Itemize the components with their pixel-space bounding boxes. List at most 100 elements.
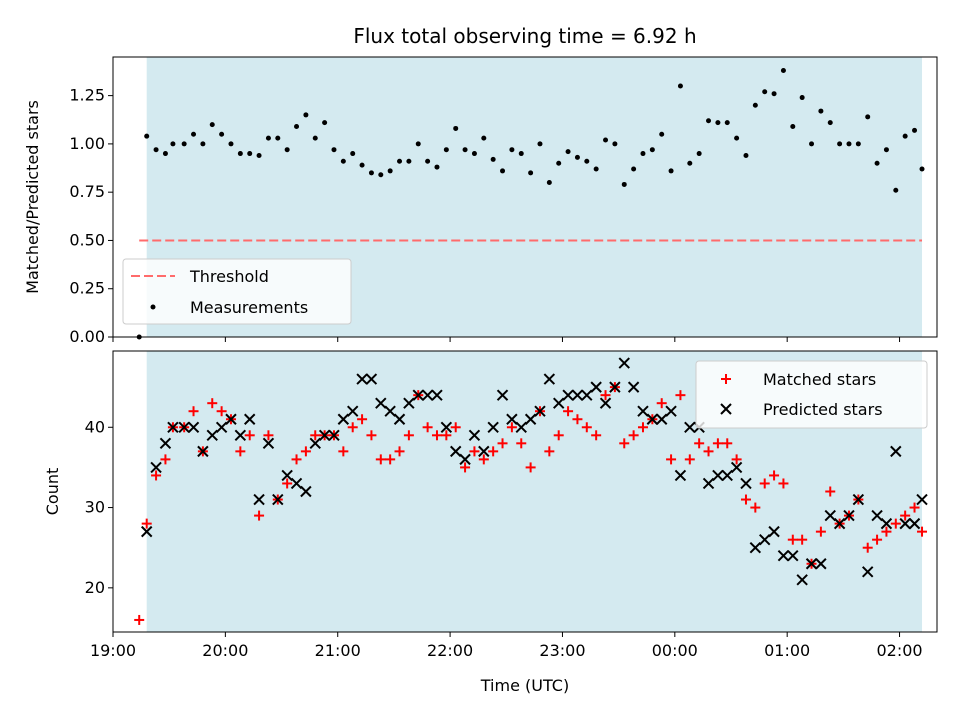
predicted-point-33-b bbox=[450, 445, 462, 458]
predicted-point-80-b bbox=[890, 445, 902, 458]
predicted-point-31 bbox=[431, 389, 443, 401]
measurement-point-37 bbox=[481, 135, 487, 141]
measurement-point-35 bbox=[462, 147, 468, 153]
predicted-point-12-b bbox=[253, 493, 265, 506]
predicted-point-26-b bbox=[384, 405, 396, 417]
predicted-point-17 bbox=[300, 485, 312, 498]
matched-point-61 bbox=[703, 446, 714, 457]
predicted-point-58-b bbox=[684, 421, 696, 433]
measurement-point-62 bbox=[715, 120, 721, 126]
measurement-point-44 bbox=[546, 180, 552, 186]
top-y-tick-label-4: 1.00 bbox=[69, 134, 105, 153]
predicted-point-48-b bbox=[590, 381, 602, 393]
matched-point-45 bbox=[553, 430, 564, 441]
legend-matched-label: Matched stars bbox=[763, 370, 876, 389]
legend-predicted-label: Predicted stars bbox=[763, 400, 883, 419]
measurement-point-59 bbox=[687, 160, 693, 166]
predicted-point-29 bbox=[412, 389, 424, 401]
predicted-point-45 bbox=[562, 389, 574, 401]
predicted-point-44-b bbox=[553, 397, 565, 409]
measurement-point-30 bbox=[415, 141, 421, 147]
matched-point-33 bbox=[441, 430, 452, 441]
predicted-point-20 bbox=[328, 429, 340, 442]
matched-point-38 bbox=[488, 446, 499, 457]
predicted-point-24 bbox=[365, 373, 378, 385]
matched-point-29 bbox=[403, 430, 414, 441]
predicted-point-4 bbox=[178, 421, 190, 433]
matched-point-54 bbox=[637, 422, 648, 433]
predicted-point-5-b bbox=[187, 421, 200, 433]
x-tick-label-2: 21:00 bbox=[315, 641, 361, 660]
predicted-point-44 bbox=[553, 397, 565, 409]
predicted-point-42 bbox=[534, 405, 546, 417]
matched-point-82 bbox=[900, 510, 911, 521]
predicted-point-25 bbox=[375, 397, 387, 409]
predicted-point-41 bbox=[524, 413, 537, 425]
top-y-ticks: 0.00 0.25 0.50 0.75 1.00 1.25 bbox=[69, 86, 113, 346]
measurement-point-72 bbox=[809, 141, 815, 147]
predicted-stars-points bbox=[141, 357, 928, 586]
measurement-point-36 bbox=[471, 151, 477, 157]
predicted-point-47-b bbox=[581, 389, 593, 401]
matched-point-50 bbox=[600, 390, 611, 401]
predicted-point-1 bbox=[150, 461, 162, 474]
measurement-point-42 bbox=[528, 170, 534, 176]
predicted-point-3 bbox=[167, 421, 179, 433]
x-tick-label-0: 19:00 bbox=[90, 641, 136, 660]
predicted-point-70 bbox=[796, 574, 808, 586]
predicted-point-11-b bbox=[244, 413, 256, 425]
predicted-point-27 bbox=[393, 413, 406, 425]
predicted-point-15-b bbox=[281, 469, 293, 482]
measurement-point-12 bbox=[247, 151, 253, 157]
predicted-point-83 bbox=[916, 493, 928, 506]
count-panel: 20 30 40 19:00 20:00 21:00 22:00 23:00 00:00 01:… bbox=[43, 350, 938, 695]
matched-point-46 bbox=[563, 406, 574, 417]
matched-point-22 bbox=[338, 446, 349, 457]
measurement-point-56 bbox=[659, 131, 665, 137]
measurement-point-52 bbox=[621, 181, 627, 187]
bottom-y-tick-label-2: 40 bbox=[85, 417, 105, 436]
predicted-point-8 bbox=[215, 421, 228, 433]
predicted-point-16-b bbox=[290, 477, 303, 490]
predicted-point-66 bbox=[759, 533, 771, 546]
predicted-point-1-b bbox=[150, 461, 162, 474]
x-tick-label-5: 00:00 bbox=[652, 641, 698, 660]
predicted-point-30 bbox=[421, 389, 434, 401]
ratio-panel: 0.00 0.25 0.50 0.75 1.00 1.25 Flux total obse… bbox=[23, 24, 938, 346]
matched-point-28 bbox=[394, 446, 405, 457]
predicted-point-56 bbox=[665, 405, 677, 417]
matched-point-3 bbox=[160, 454, 171, 465]
predicted-point-22-b bbox=[347, 405, 359, 417]
matched-point-57 bbox=[666, 454, 677, 465]
measurement-point-31 bbox=[425, 158, 431, 164]
matched-point-23 bbox=[347, 422, 358, 433]
bottom-y-tick-label-0: 20 bbox=[85, 578, 105, 597]
matched-point-65 bbox=[740, 494, 751, 505]
predicted-point-54 bbox=[646, 413, 659, 425]
matched-point-62 bbox=[712, 438, 723, 449]
matched-point-47 bbox=[572, 414, 583, 425]
predicted-point-79 bbox=[880, 517, 893, 530]
predicted-point-32 bbox=[440, 421, 453, 433]
predicted-point-42-b bbox=[534, 405, 546, 417]
predicted-point-28 bbox=[403, 397, 415, 409]
measurement-point-77 bbox=[855, 141, 861, 147]
matched-point-80 bbox=[881, 526, 892, 537]
measurement-point-58 bbox=[677, 83, 683, 89]
predicted-point-72 bbox=[815, 558, 827, 570]
predicted-point-12 bbox=[253, 493, 265, 506]
predicted-point-35-b bbox=[468, 429, 481, 442]
measurement-point-29 bbox=[406, 158, 412, 164]
matched-point-60 bbox=[694, 438, 705, 449]
predicted-point-16 bbox=[290, 477, 303, 490]
measurement-point-82 bbox=[902, 133, 908, 139]
matched-point-35 bbox=[460, 462, 471, 473]
predicted-point-61 bbox=[712, 469, 724, 482]
predicted-point-39 bbox=[506, 413, 518, 425]
predicted-point-74 bbox=[833, 517, 846, 530]
measurement-point-50 bbox=[603, 137, 609, 143]
matched-point-64 bbox=[731, 454, 742, 465]
legend-predicted-marker bbox=[720, 403, 732, 415]
measurement-point-21 bbox=[331, 147, 337, 153]
